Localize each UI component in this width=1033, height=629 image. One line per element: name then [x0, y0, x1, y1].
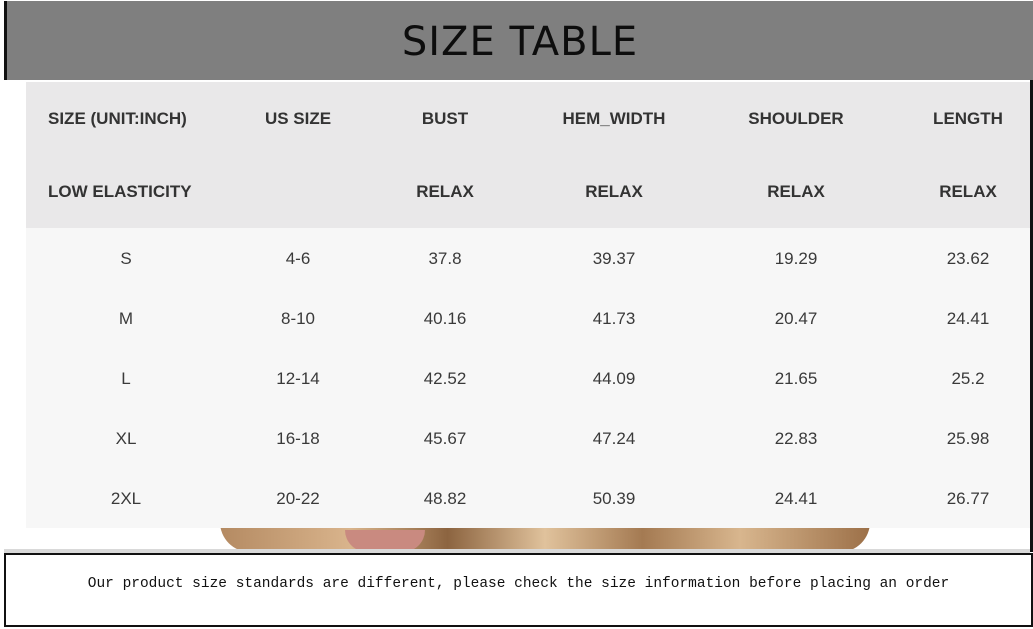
table-cell: 20.47 — [774, 309, 818, 328]
column-header: SIZE (UNIT:INCH) — [48, 109, 187, 128]
column-subheader: RELAX — [416, 182, 474, 201]
table-cell: 23.62 — [946, 249, 990, 268]
table-cell: 21.65 — [774, 369, 818, 388]
column-header: HEM_WIDTH — [562, 109, 666, 128]
table-cell: 24.41 — [774, 489, 818, 508]
column-subheader: RELAX — [585, 182, 643, 201]
column-subheader: RELAX — [767, 182, 825, 201]
table-cell: 39.37 — [592, 249, 636, 268]
table-header — [26, 82, 1030, 228]
table-cell: 8-10 — [280, 309, 316, 328]
column-subheader: LOW ELASTICITY — [48, 182, 192, 201]
page-title: SIZE TABLE — [401, 19, 639, 65]
table-cell: L — [121, 369, 131, 388]
table-cell: 20-22 — [276, 489, 320, 508]
divider — [4, 549, 1030, 553]
footer-note: Our product size standards are different… — [87, 576, 950, 592]
table-cell: 22.83 — [774, 429, 818, 448]
table-cell: 40.16 — [423, 309, 467, 328]
table-cell: 44.09 — [592, 369, 636, 388]
model-photo-detail — [345, 530, 425, 552]
column-header: LENGTH — [933, 109, 1003, 128]
table-cell: 48.82 — [423, 489, 467, 508]
table-cell: 16-18 — [276, 429, 320, 448]
table-cell: 41.73 — [592, 309, 636, 328]
table-cell: 37.8 — [428, 249, 462, 268]
table-cell: 24.41 — [946, 309, 990, 328]
table-cell: 12-14 — [276, 369, 320, 388]
table-cell: S — [120, 249, 132, 268]
table-cell: 4-6 — [285, 249, 311, 268]
table-cell: 2XL — [110, 489, 142, 508]
footer-note-box: Our product size standards are different… — [4, 553, 1033, 627]
table-cell: XL — [115, 429, 137, 448]
table-cell: 45.67 — [423, 429, 467, 448]
table-cell: 19.29 — [774, 249, 818, 268]
table-cell: 47.24 — [592, 429, 636, 448]
column-subheader: RELAX — [939, 182, 997, 201]
column-header: BUST — [421, 109, 469, 128]
table-cell: 25.2 — [951, 369, 985, 388]
size-table: SIZE (UNIT:INCH) US SIZE BUST HEM_WIDTH SHOU… — [26, 82, 1030, 528]
table-cell: 26.77 — [946, 489, 990, 508]
table-cell: 25.98 — [946, 429, 990, 448]
table-cell: M — [118, 309, 134, 328]
column-header: SHOULDER — [748, 109, 844, 128]
column-header: US SIZE — [264, 109, 332, 128]
table-cell: 50.39 — [592, 489, 636, 508]
border-line — [1030, 80, 1033, 552]
table-cell: 42.52 — [423, 369, 467, 388]
title-banner: SIZE TABLE — [4, 1, 1033, 80]
